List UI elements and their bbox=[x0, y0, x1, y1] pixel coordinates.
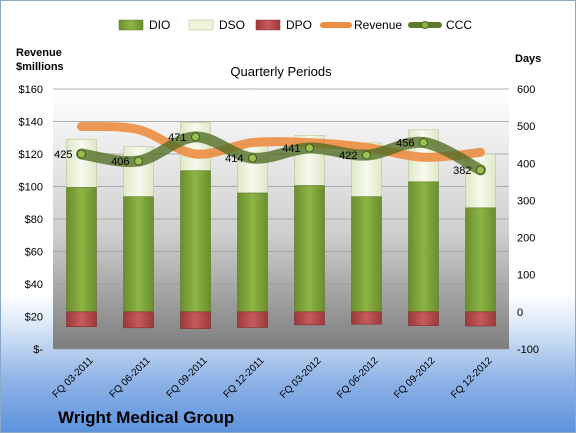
left-tick-label: $80 bbox=[25, 214, 43, 226]
left-tick-label: $20 bbox=[25, 312, 43, 324]
ccc-data-label: 382 bbox=[453, 165, 471, 177]
revenue-series bbox=[77, 121, 485, 162]
x-tick-label: FQ 12-2012 bbox=[449, 355, 495, 401]
ccc-series bbox=[76, 131, 486, 176]
dio-bar bbox=[351, 196, 382, 313]
right-tick-label: 500 bbox=[517, 121, 535, 133]
right-tick-label: 600 bbox=[517, 84, 535, 96]
left-axis-ticks: $- $20 $40 $60 $80 $100 $120 $140 $160 bbox=[19, 84, 44, 356]
dpo-bar bbox=[351, 311, 382, 325]
legend-swatch-dio bbox=[118, 19, 144, 31]
ccc-point bbox=[191, 132, 200, 142]
left-tick-label: $40 bbox=[25, 279, 43, 291]
revenue-line bbox=[77, 121, 485, 162]
x-tick-label: FQ 09-2011 bbox=[165, 355, 210, 400]
legend-marker-ccc bbox=[421, 21, 429, 29]
dio-bar bbox=[408, 181, 439, 313]
ccc-data-label: 471 bbox=[168, 132, 186, 144]
ccc-point bbox=[134, 156, 143, 166]
dpo-bar bbox=[180, 311, 211, 329]
dso-bar bbox=[66, 138, 97, 188]
dio-bar bbox=[66, 187, 97, 313]
x-tick-label: FQ 06-2011 bbox=[108, 355, 153, 400]
legend: DIO DSO DPO Revenue CCC bbox=[118, 18, 472, 32]
dpo-bar bbox=[66, 311, 97, 328]
company-name: Wright Medical Group bbox=[58, 408, 234, 427]
chart-title: Quarterly Periods bbox=[230, 64, 332, 79]
left-tick-label: $60 bbox=[25, 247, 43, 259]
right-tick-label: 0 bbox=[517, 307, 523, 319]
right-tick-label: 200 bbox=[517, 233, 535, 245]
ccc-point bbox=[305, 143, 314, 153]
dpo-bar bbox=[408, 311, 439, 326]
dio-bar bbox=[465, 207, 496, 313]
x-tick-label: FQ 03-2012 bbox=[278, 355, 324, 401]
ccc-data-labels: 425 406 471 414 441 422 456 382 bbox=[54, 132, 471, 177]
legend-label-revenue: Revenue bbox=[354, 18, 402, 32]
dpo-bar bbox=[123, 311, 154, 329]
left-tick-label: $100 bbox=[19, 182, 43, 194]
ccc-data-label: 422 bbox=[339, 150, 357, 162]
right-tick-label: -100 bbox=[517, 344, 539, 356]
right-axis-ticks: -100 0 100 200 300 400 500 600 bbox=[517, 84, 539, 356]
dio-bar bbox=[123, 196, 154, 313]
left-tick-label: $140 bbox=[19, 117, 43, 129]
dpo-bar bbox=[465, 311, 496, 327]
dso-bar bbox=[180, 122, 211, 172]
dpo-bar bbox=[237, 311, 268, 328]
legend-swatch-dso bbox=[188, 19, 214, 31]
ccc-data-label: 414 bbox=[225, 153, 243, 165]
x-tick-label: FQ 12-2011 bbox=[222, 355, 267, 400]
x-tick-label: FQ 09-2012 bbox=[392, 355, 438, 401]
ccc-point bbox=[419, 137, 428, 147]
legend-label-ccc: CCC bbox=[446, 18, 472, 32]
legend-label-dio: DIO bbox=[149, 18, 170, 32]
ccc-point bbox=[476, 165, 485, 175]
legend-label-dso: DSO bbox=[219, 18, 245, 32]
legend-label-dpo: DPO bbox=[286, 18, 312, 32]
legend-swatch-dpo bbox=[255, 19, 281, 31]
left-axis-title-line1: Revenue bbox=[16, 47, 62, 59]
right-tick-label: 400 bbox=[517, 158, 535, 170]
dio-bar bbox=[237, 192, 268, 313]
left-tick-label: $160 bbox=[19, 84, 43, 96]
ccc-data-label: 441 bbox=[282, 143, 300, 155]
ccc-point bbox=[362, 150, 371, 160]
left-axis-title-line2: $millions bbox=[16, 61, 64, 73]
dio-bar bbox=[180, 170, 211, 313]
x-tick-label: FQ 03-2011 bbox=[51, 355, 96, 400]
ccc-data-label: 406 bbox=[111, 156, 129, 168]
ccc-data-label: 456 bbox=[396, 137, 414, 149]
dpo-bar bbox=[294, 311, 325, 326]
ccc-point bbox=[248, 153, 257, 163]
dio-bar bbox=[294, 185, 325, 313]
left-tick-label: $- bbox=[33, 344, 43, 356]
right-tick-label: 100 bbox=[517, 270, 535, 282]
left-tick-label: $120 bbox=[19, 149, 43, 161]
x-axis-labels: FQ 03-2011 FQ 06-2011 FQ 09-2011 FQ 12-2011… bbox=[51, 355, 495, 401]
x-tick-label: FQ 06-2012 bbox=[335, 355, 381, 401]
ccc-data-label: 425 bbox=[54, 149, 72, 161]
dso-bar bbox=[123, 146, 154, 198]
right-axis-title: Days bbox=[515, 53, 541, 65]
ccc-point bbox=[77, 149, 86, 159]
right-tick-label: 300 bbox=[517, 195, 535, 207]
